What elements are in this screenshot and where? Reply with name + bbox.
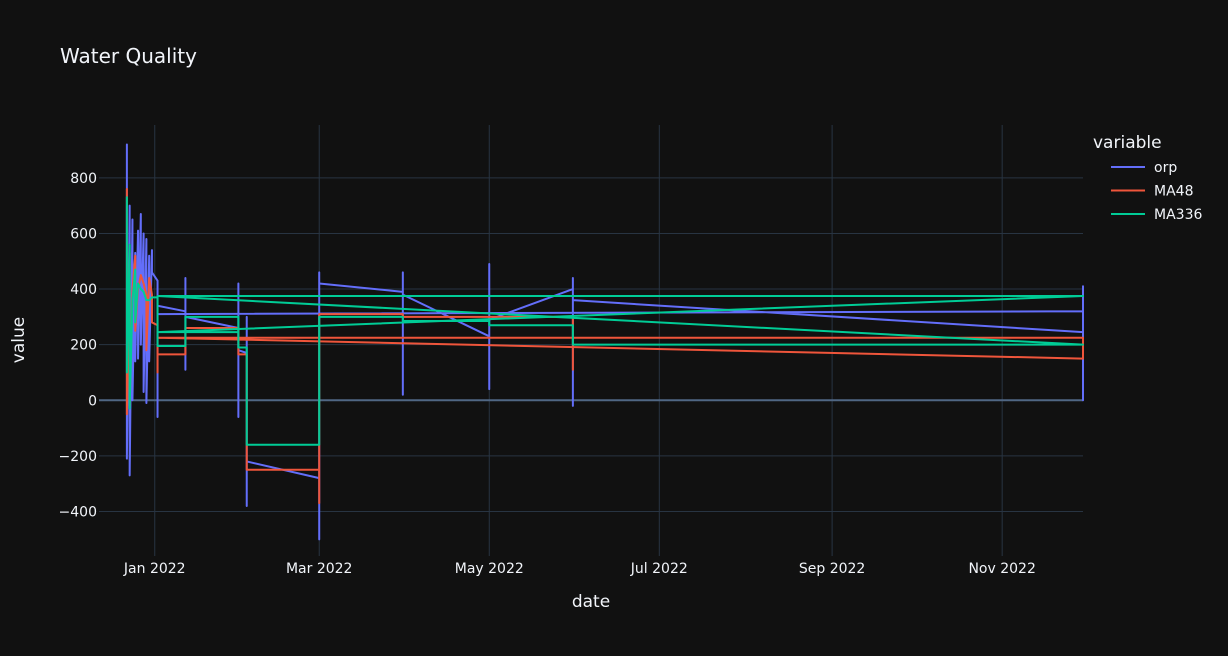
x-axis-title: date bbox=[572, 592, 610, 612]
y-tick-label: 800 bbox=[70, 171, 97, 187]
y-tick-label: 200 bbox=[70, 338, 97, 354]
x-tick-label: Nov 2022 bbox=[968, 561, 1035, 577]
legend: variable orp MA48 MA336 bbox=[1093, 133, 1202, 223]
x-tick-label: May 2022 bbox=[455, 561, 524, 577]
legend-title: variable bbox=[1093, 133, 1162, 153]
y-tick-label: −200 bbox=[59, 449, 97, 465]
x-tick-labels: Jan 2022 Mar 2022 May 2022 Jul 2022 Sep 2022… bbox=[123, 561, 1036, 577]
x-tick-label: Sep 2022 bbox=[799, 561, 865, 577]
legend-item-orp[interactable]: orp bbox=[1111, 160, 1177, 176]
legend-item-ma336[interactable]: MA336 bbox=[1111, 207, 1202, 223]
chart-title: Water Quality bbox=[60, 44, 197, 68]
y-gridlines bbox=[99, 177, 1083, 513]
y-tick-labels: −400 −200 0 200 400 600 800 bbox=[59, 171, 97, 521]
legend-items: orp MA48 MA336 bbox=[1111, 160, 1202, 223]
legend-label: MA336 bbox=[1154, 207, 1202, 223]
y-tick-label: 400 bbox=[70, 282, 97, 298]
series-line-ma336 bbox=[125, 196, 1084, 446]
x-tick-label: Mar 2022 bbox=[286, 561, 353, 577]
y-tick-label: −400 bbox=[59, 505, 97, 521]
x-tick-label: Jul 2022 bbox=[630, 561, 688, 577]
y-tick-label: 600 bbox=[70, 226, 97, 242]
y-axis-title: value bbox=[9, 317, 29, 363]
x-tick-label: Jan 2022 bbox=[123, 561, 186, 577]
legend-label: orp bbox=[1154, 160, 1177, 176]
series-layer bbox=[125, 143, 1084, 541]
legend-item-ma48[interactable]: MA48 bbox=[1111, 184, 1193, 200]
legend-label: MA48 bbox=[1154, 184, 1193, 200]
y-tick-label: 0 bbox=[88, 393, 97, 409]
